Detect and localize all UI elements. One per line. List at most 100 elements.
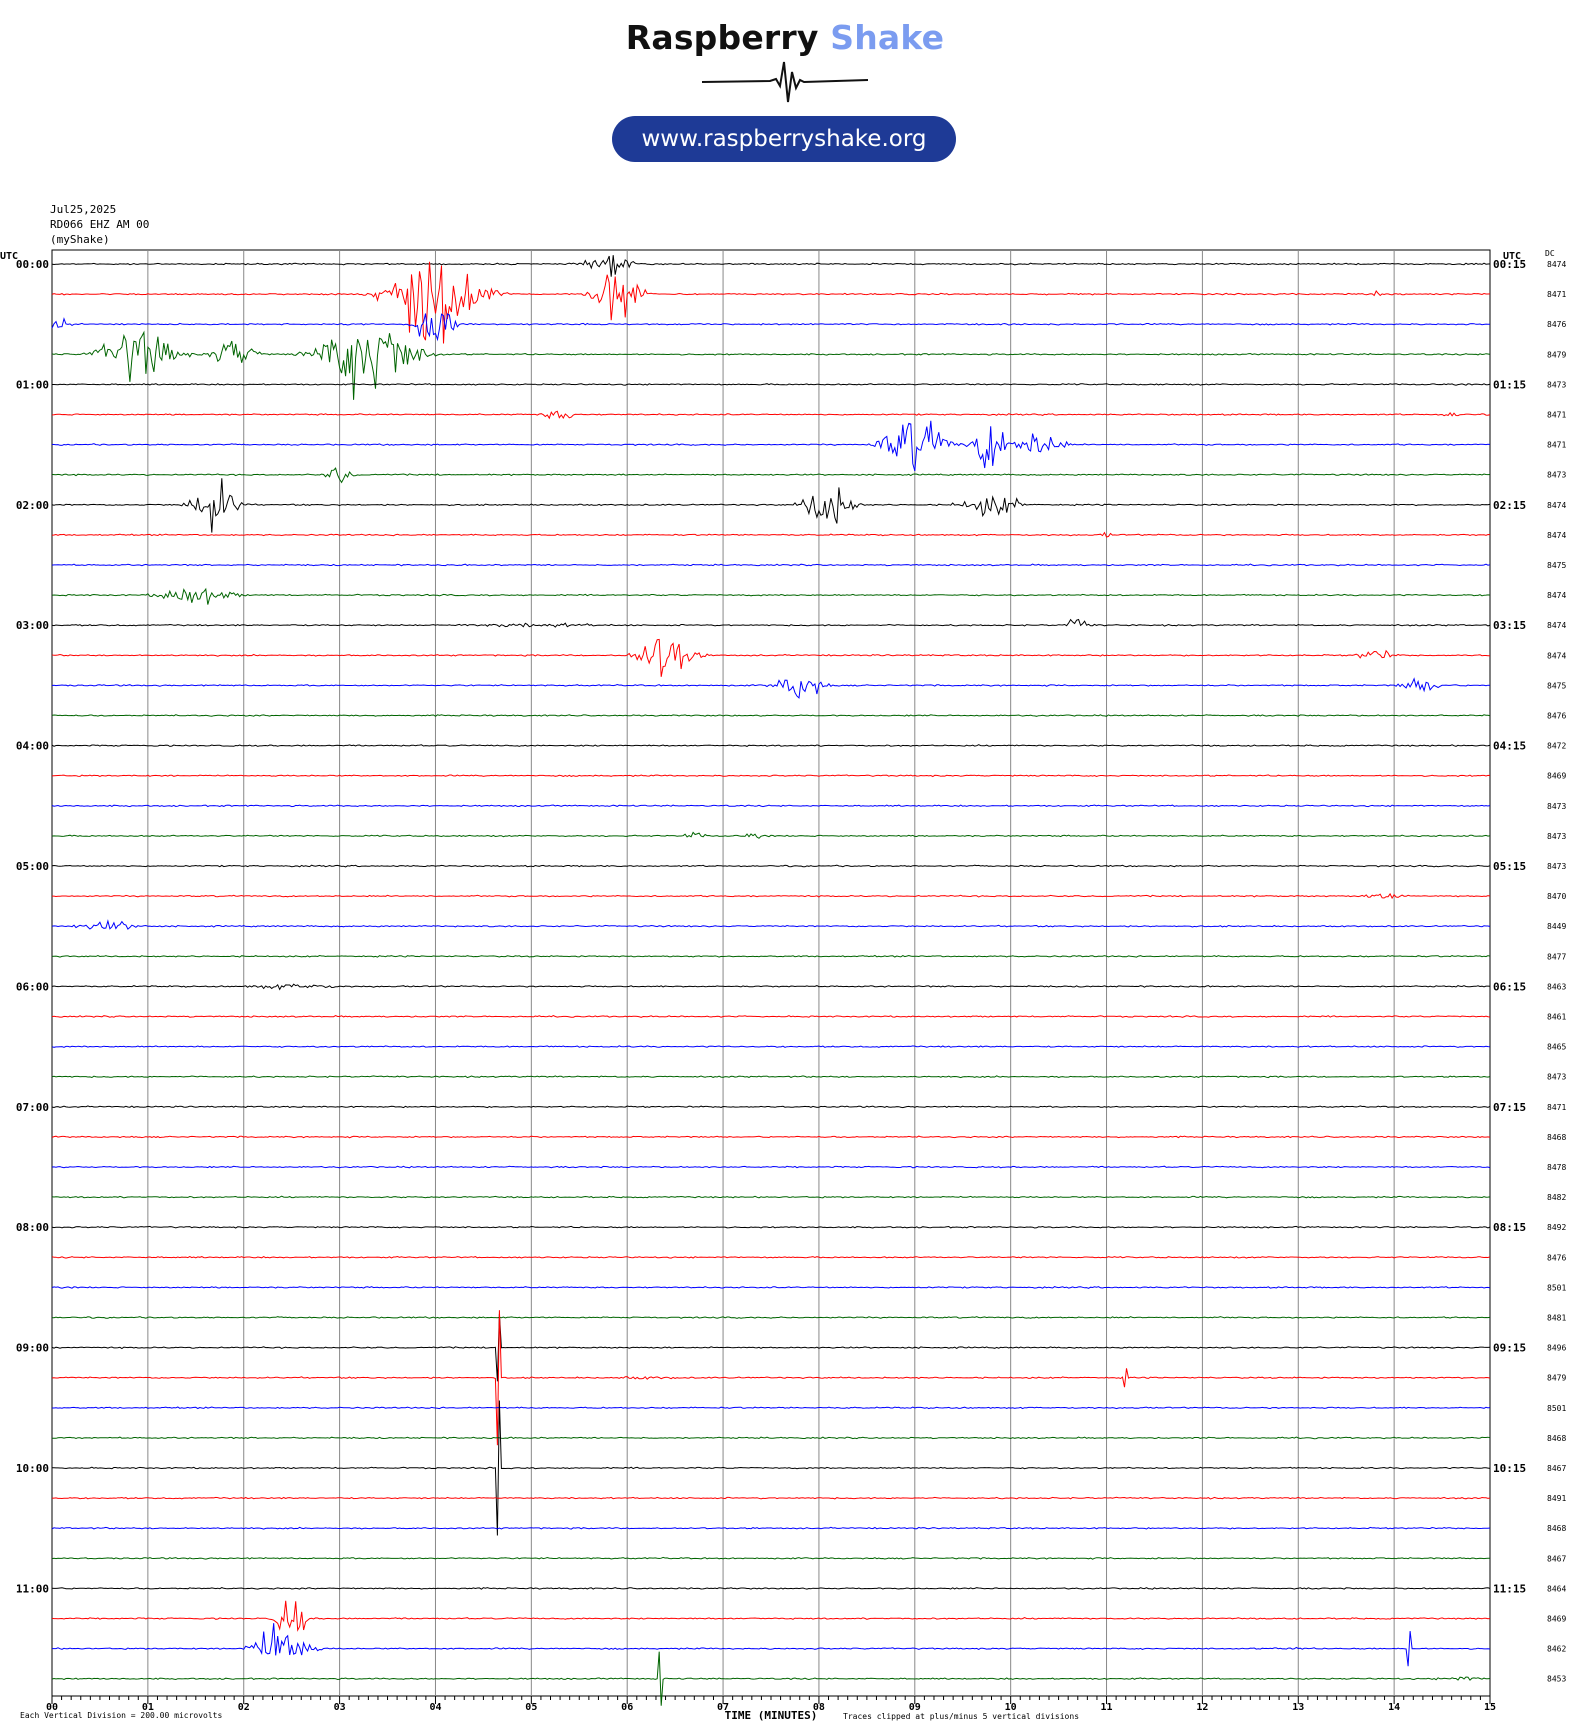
x-tick-label: 06 [621, 1702, 633, 1713]
x-tick-label: 11 [1101, 1702, 1113, 1713]
dc-value: 8475 [1547, 681, 1566, 690]
dc-value: 8474 [1547, 621, 1566, 630]
dc-value: 8467 [1547, 1554, 1566, 1563]
dc-value: 8471 [1547, 1103, 1566, 1112]
right-hour-label: 05:15 [1493, 860, 1526, 873]
dc-value: 8477 [1547, 952, 1566, 961]
x-tick-label: 12 [1196, 1702, 1208, 1713]
seismic-trace [51, 330, 1491, 400]
seismic-trace [51, 261, 1491, 344]
x-tick-label: 03 [334, 1702, 346, 1713]
seismic-trace [51, 255, 1491, 277]
left-hour-label: 03:00 [16, 619, 49, 632]
left-axis-utc-label: UTC [0, 251, 18, 262]
right-hour-label: 01:15 [1493, 378, 1526, 391]
dc-value: 8479 [1547, 350, 1566, 359]
dc-value: 8501 [1547, 1283, 1566, 1292]
seismic-trace [51, 919, 1491, 930]
seismic-trace [51, 804, 1491, 808]
x-axis-title: TIME (MINUTES) [725, 1709, 818, 1722]
right-hour-label: 08:15 [1493, 1221, 1526, 1234]
seismic-trace [51, 714, 1491, 717]
seismic-trace [51, 774, 1491, 778]
dc-value: 8476 [1547, 1253, 1566, 1262]
dc-value: 8473 [1547, 380, 1566, 389]
seismic-trace [51, 1165, 1491, 1169]
x-tick-label: 04 [429, 1702, 441, 1713]
seismic-trace [51, 478, 1491, 533]
right-hour-label: 09:15 [1493, 1342, 1526, 1355]
dc-value: 8492 [1547, 1223, 1566, 1232]
seismic-trace [51, 954, 1491, 958]
logo-brand-main: Raspberry [625, 18, 819, 57]
dc-value: 8475 [1547, 561, 1566, 570]
seismic-trace [51, 1195, 1491, 1199]
seismic-trace [51, 1255, 1491, 1259]
right-hour-label: 02:15 [1493, 499, 1526, 512]
dc-value: 8469 [1547, 772, 1566, 781]
right-hour-label: 04:15 [1493, 740, 1526, 753]
dc-value: 8481 [1547, 1314, 1566, 1323]
x-tick-label: 08 [813, 1702, 825, 1713]
seismic-trace [52, 1623, 1491, 1667]
seismic-trace [51, 1135, 1491, 1139]
dc-value: 8474 [1547, 531, 1566, 540]
plot-frame [51, 249, 1491, 1697]
seismic-trace [51, 467, 1491, 484]
dc-value: 8468 [1547, 1133, 1566, 1142]
x-tick-label: 10 [1005, 1702, 1017, 1713]
seismic-trace [51, 1313, 1491, 1382]
website-url-badge[interactable]: www.raspberryshake.org [612, 116, 956, 162]
dc-value: 8473 [1547, 1073, 1566, 1082]
dc-value: 8449 [1547, 922, 1566, 931]
dc-value: 8461 [1547, 1013, 1566, 1022]
seismic-trace [51, 1105, 1491, 1109]
seismic-trace [51, 1310, 1491, 1446]
seismic-trace [51, 618, 1491, 628]
dc-column-label: DC [1545, 249, 1555, 258]
seismic-trace [51, 1015, 1491, 1018]
left-hour-label: 02:00 [16, 499, 49, 512]
dc-value: 8473 [1547, 802, 1566, 811]
dc-value: 8476 [1547, 712, 1566, 721]
dc-value: 8467 [1547, 1464, 1566, 1473]
seismic-trace [51, 1496, 1491, 1500]
seismic-trace [51, 1075, 1491, 1079]
logo-wordmark: Raspberry Shake [0, 18, 1570, 57]
seismic-trace [51, 587, 1491, 605]
seismic-trace [51, 420, 1491, 472]
seismic-trace [51, 1526, 1491, 1530]
seismic-trace [51, 744, 1491, 747]
dc-value: 8476 [1547, 320, 1566, 329]
seismic-trace [51, 1400, 1491, 1536]
seismic-trace [51, 831, 1491, 839]
dc-value: 8473 [1547, 471, 1566, 480]
left-hour-label: 07:00 [16, 1101, 49, 1114]
right-hour-label: 00:15 [1493, 258, 1526, 271]
right-axis-utc-label: UTC [1503, 251, 1521, 262]
raspberry-shake-logo: Raspberry Shake www.raspberryshake.org [0, 0, 1570, 170]
footer-scale-note: Each Vertical Division = 200.00 microvol… [20, 1711, 222, 1720]
x-tick-label: 09 [909, 1702, 921, 1713]
right-hour-label: 07:15 [1493, 1101, 1526, 1114]
x-tick-label: 15 [1484, 1702, 1496, 1713]
seismic-trace [51, 563, 1491, 567]
x-tick-label: 14 [1388, 1702, 1400, 1713]
dc-value: 8473 [1547, 862, 1566, 871]
dc-value: 8465 [1547, 1043, 1566, 1052]
logo-brand-accent: Shake [830, 18, 945, 57]
seismic-trace [51, 677, 1491, 699]
dc-value: 8501 [1547, 1404, 1566, 1413]
seismic-trace [51, 864, 1491, 868]
seismic-trace [51, 313, 1490, 342]
x-tick-label: 02 [238, 1702, 250, 1713]
seismic-trace [51, 1225, 1491, 1229]
right-hour-label: 10:15 [1493, 1462, 1526, 1475]
right-hour-label: 06:15 [1493, 980, 1526, 993]
dc-value: 8472 [1547, 742, 1566, 751]
dc-value: 8464 [1547, 1584, 1566, 1593]
dc-value: 8463 [1547, 982, 1566, 991]
seismic-trace [51, 1556, 1490, 1560]
left-hour-label: 01:00 [16, 378, 49, 391]
dc-value: 8474 [1547, 260, 1566, 269]
